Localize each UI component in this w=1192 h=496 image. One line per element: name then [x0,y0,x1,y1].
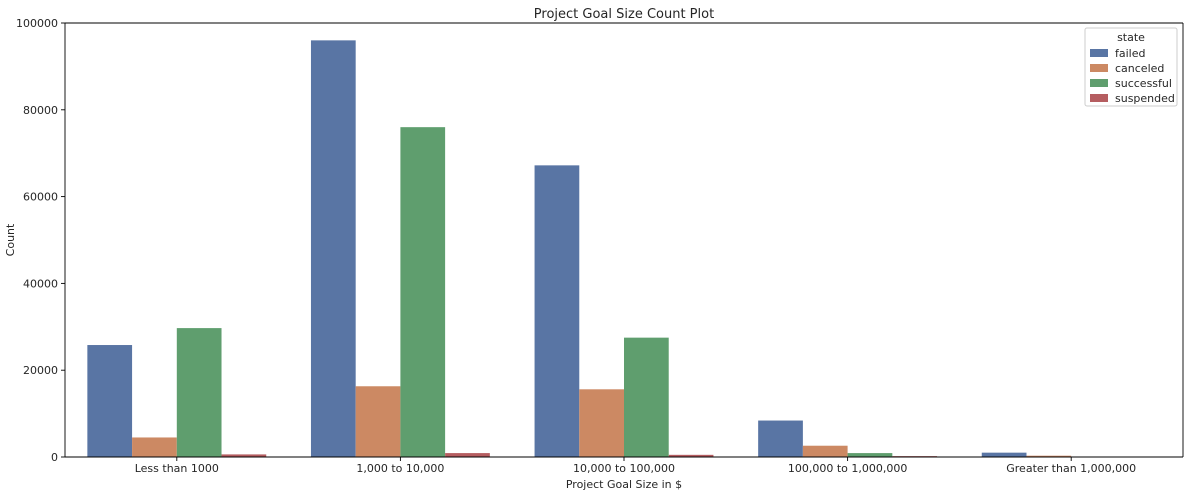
legend-label-failed: failed [1115,47,1145,60]
y-tick-label: 60000 [23,191,58,204]
y-axis-label: Count [4,223,17,256]
legend-label-successful: successful [1115,77,1172,90]
bar-suspended-2 [668,454,714,457]
y-tick-label: 40000 [23,277,58,290]
legend-label-canceled: canceled [1115,62,1164,75]
bar-suspended-0 [221,454,267,457]
legend-title: state [1117,31,1145,44]
bar-failed-4 [981,452,1027,457]
bar-failed-3 [758,420,803,457]
chart-title: Project Goal Size Count Plot [534,7,714,22]
x-axis-label: Project Goal Size in $ [566,478,682,491]
bar-canceled-1 [355,386,401,457]
legend-swatch-canceled [1090,64,1108,72]
legend-swatch-successful [1090,79,1108,87]
x-tick-label: 100,000 to 1,000,000 [788,462,908,475]
x-tick-label: 10,000 to 100,000 [573,462,675,475]
bar-canceled-2 [579,389,624,457]
y-tick-label: 100000 [16,17,58,30]
y-tick-label: 0 [51,451,58,464]
bar-successful-2 [624,337,669,457]
legend-swatch-suspended [1090,94,1108,102]
legend: state failed canceled successful suspended [1084,27,1178,107]
x-tick-label: 1,000 to 10,000 [356,462,444,475]
y-tick-label: 20000 [23,364,58,377]
bar-canceled-4 [1026,455,1072,457]
bar-failed-0 [87,345,133,457]
bar-canceled-0 [132,437,177,457]
plot-area: 0 20000 40000 60000 80000 100000 Less than 100… [16,17,1184,475]
x-tick-label: Less than 1000 [135,462,219,475]
bar-suspended-1 [445,453,490,457]
x-tick-label: Greater than 1,000,000 [1006,462,1136,475]
legend-swatch-failed [1090,49,1108,57]
bar-successful-1 [400,127,446,457]
bar-failed-1 [310,40,356,458]
bar-successful-3 [847,453,893,457]
legend-label-suspended: suspended [1115,92,1175,105]
bar-successful-0 [176,328,222,457]
bar-canceled-3 [802,445,848,457]
bar-failed-2 [534,165,580,457]
y-tick-label: 80000 [23,104,58,117]
